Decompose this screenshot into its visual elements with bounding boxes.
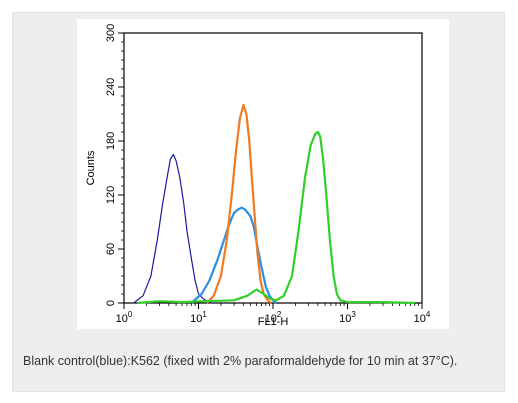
histogram-series-line	[137, 130, 415, 305]
plot-panel: 0 60 120 180 240 300 100 101 102 103 104 Counts F…	[77, 19, 449, 329]
y-tick-label: 240	[105, 78, 117, 96]
y-tick-label: 300	[105, 24, 117, 42]
y-tick-label: 120	[105, 186, 117, 204]
figure-caption: Blank control(blue):K562 (fixed with 2% …	[23, 354, 458, 368]
x-tick-label: 104	[414, 310, 431, 325]
histogram-series-line	[206, 103, 272, 304]
x-tick-label: 102	[265, 310, 282, 325]
y-tick-label: 60	[105, 243, 117, 255]
figure-card: 0 60 120 180 240 300 100 101 102 103 104 Counts F…	[12, 12, 505, 392]
y-axis-label: Counts	[85, 150, 97, 185]
y-axis-ticks: 0 60 120 180 240 300	[105, 24, 124, 306]
histogram-series	[133, 103, 415, 305]
x-tick-label: 103	[339, 310, 356, 325]
y-tick-label: 0	[105, 300, 117, 306]
histogram-series-line	[133, 153, 212, 304]
x-tick-label: 100	[116, 310, 133, 325]
flow-histogram: 0 60 120 180 240 300 100 101 102 103 104 Counts F…	[85, 24, 431, 328]
histogram-series-line	[190, 206, 277, 304]
y-tick-label: 180	[105, 132, 117, 150]
x-axis-label: FL1-H	[258, 316, 289, 328]
x-tick-label: 101	[190, 310, 207, 325]
